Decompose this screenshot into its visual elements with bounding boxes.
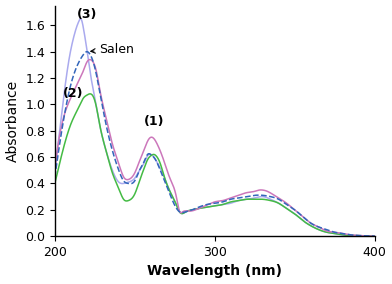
Text: (2): (2)	[63, 87, 83, 100]
Y-axis label: Absorbance: Absorbance	[5, 80, 20, 162]
Text: Salen: Salen	[91, 43, 134, 56]
Text: (3): (3)	[77, 8, 98, 21]
Text: (1): (1)	[144, 115, 165, 128]
X-axis label: Wavelength (nm): Wavelength (nm)	[147, 264, 282, 278]
